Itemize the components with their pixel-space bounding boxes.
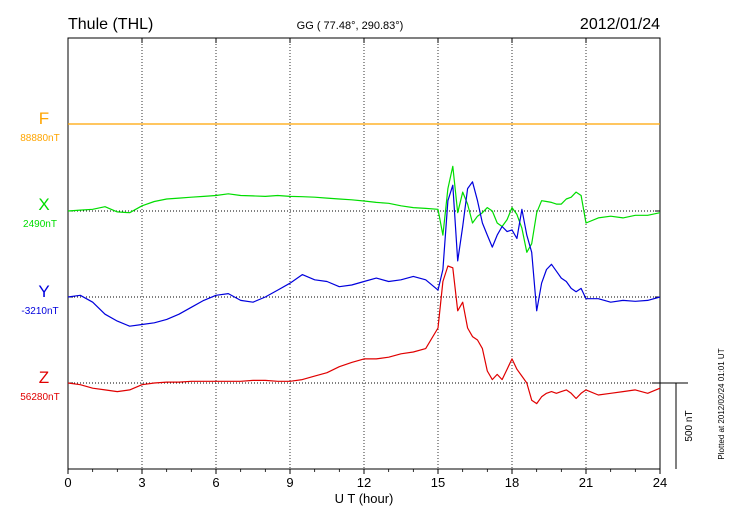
series-baseline-label-y: -3210nT (21, 306, 58, 317)
x-tick-label: 3 (138, 475, 145, 490)
series-labels: F 88880nT X 2490nT Y -3210nT Z 56280nT (20, 109, 59, 403)
scale-bar-label: 500 nT (684, 410, 695, 441)
scale-bar: 500 nT (652, 382, 695, 469)
series-baseline-label-z: 56280nT (20, 392, 59, 403)
series-name-x: X (38, 195, 49, 214)
series-name-y: Y (38, 282, 49, 301)
series-line-y (67, 181, 661, 327)
series-line-x (67, 165, 661, 253)
x-tick-label: 24 (653, 475, 667, 490)
x-tick-label: 21 (579, 475, 593, 490)
date-label: 2012/01/24 (580, 16, 660, 33)
x-tick-label: 12 (357, 475, 371, 490)
coordinates-label: GG ( 77.48°, 290.83°) (297, 20, 404, 32)
series-group (67, 123, 661, 405)
x-tick-label: 9 (286, 475, 293, 490)
plotted-timestamp: Plotted at 2012/02/24 01:01 UT (717, 348, 726, 459)
x-tick-label: 0 (64, 475, 71, 490)
x-ticks: 0 3 6 9 12 15 18 21 24 (64, 38, 667, 490)
grid (68, 38, 660, 469)
x-tick-label: 15 (431, 475, 445, 490)
x-axis-label: U T (hour) (335, 491, 394, 506)
series-baseline-label-x: 2490nT (23, 219, 57, 230)
x-tick-label: 6 (212, 475, 219, 490)
series-name-z: Z (39, 368, 49, 387)
series-name-f: F (39, 109, 49, 128)
x-tick-label: 18 (505, 475, 519, 490)
series-line-z (67, 265, 661, 405)
series-baseline-label-f: 88880nT (20, 133, 59, 144)
station-title: Thule (THL) (68, 16, 153, 33)
